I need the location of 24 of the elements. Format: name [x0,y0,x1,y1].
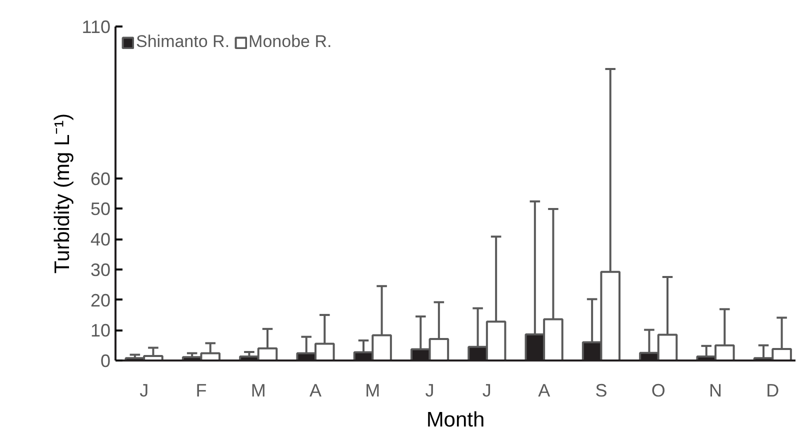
x-axis-title: Month [426,408,485,432]
x-tick-label: D [766,380,780,400]
y-tick-label: 10 [90,320,111,341]
x-tick-label: M [365,380,380,400]
y-tick-label: 50 [90,199,111,220]
y-tick-label: 110 [82,17,111,37]
x-tick-label: J [482,380,492,400]
x-tick-label: J [425,380,434,400]
x-tick-label: O [651,380,666,400]
x-tick-label: N [709,380,722,400]
legend-label: Shimanto R. [136,32,230,52]
x-tick-label: A [309,380,322,400]
x-tick-label: F [196,380,207,400]
y-axis-title: Turbidity (mg L⁻¹) [50,113,74,274]
x-tick-label: M [250,380,266,400]
y-tick-label: 30 [90,260,111,280]
y-tick-label: 40 [90,230,111,250]
x-tick-label: J [140,380,149,400]
y-tick-label: 0 [100,351,111,371]
x-tick-label: S [595,380,608,400]
y-tick-label: 20 [90,290,111,310]
legend-label: Monobe R. [248,32,332,52]
y-tick-label: 60 [90,168,111,189]
x-tick-label: A [538,380,550,400]
